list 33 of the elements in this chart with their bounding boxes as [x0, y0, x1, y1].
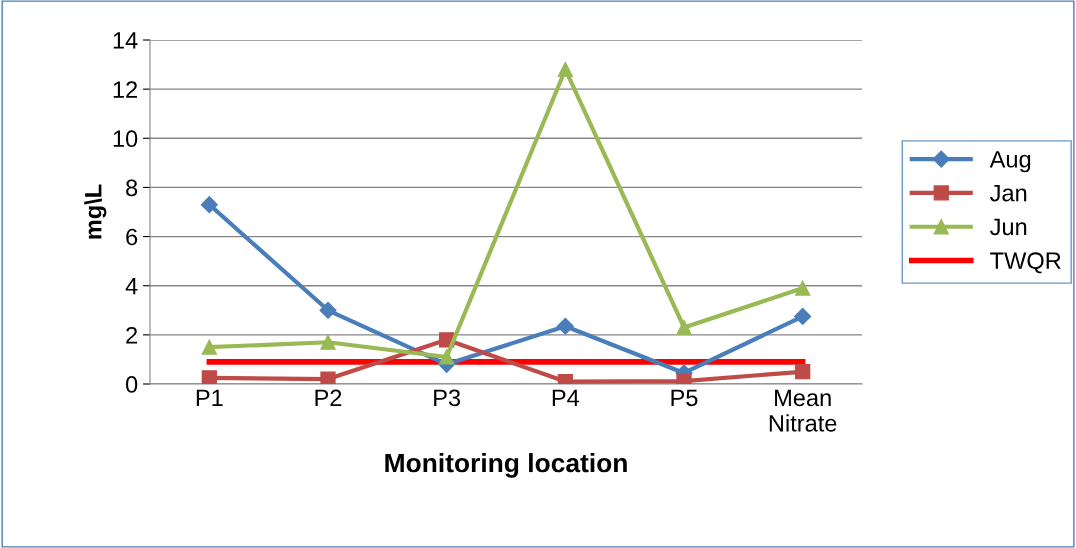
y-axis-title: mg\L: [84, 184, 107, 239]
x-tick-label: P5: [671, 389, 698, 407]
x-tick-label: P1: [196, 389, 223, 406]
x-tick-label: Mean Nitrate: [769, 389, 837, 432]
point: [201, 370, 217, 384]
y-tick-label: 0: [125, 376, 138, 393]
point: [557, 61, 573, 78]
x-tick-label: P4: [552, 389, 580, 406]
point: [200, 196, 218, 214]
point: [795, 280, 811, 296]
legend-label: Aug: [989, 151, 1031, 173]
x-tick-label: P2: [315, 389, 342, 406]
y-tick-label: 8: [126, 179, 138, 197]
x-tick-label: P3: [434, 389, 461, 407]
y-tick-label: 12: [113, 81, 138, 98]
legend-label: Jun: [990, 218, 1027, 236]
y-tick-label: 14: [113, 32, 138, 49]
legend-label: Jan: [990, 184, 1027, 202]
y-tick-label: 6: [126, 228, 138, 246]
point: [319, 301, 337, 319]
legend-label: TWQR: [990, 252, 1061, 274]
point: [320, 334, 336, 350]
point: [201, 339, 217, 355]
y-tick-label: 2: [126, 326, 138, 344]
point: [795, 364, 811, 380]
point: [439, 349, 455, 365]
y-tick-label: 10: [113, 130, 138, 148]
point: [794, 307, 812, 325]
point: [320, 371, 336, 384]
point: [676, 319, 692, 336]
point: [556, 317, 574, 335]
y-tick-label: 4: [125, 278, 138, 295]
x-axis-title: Monitoring location: [385, 452, 627, 478]
